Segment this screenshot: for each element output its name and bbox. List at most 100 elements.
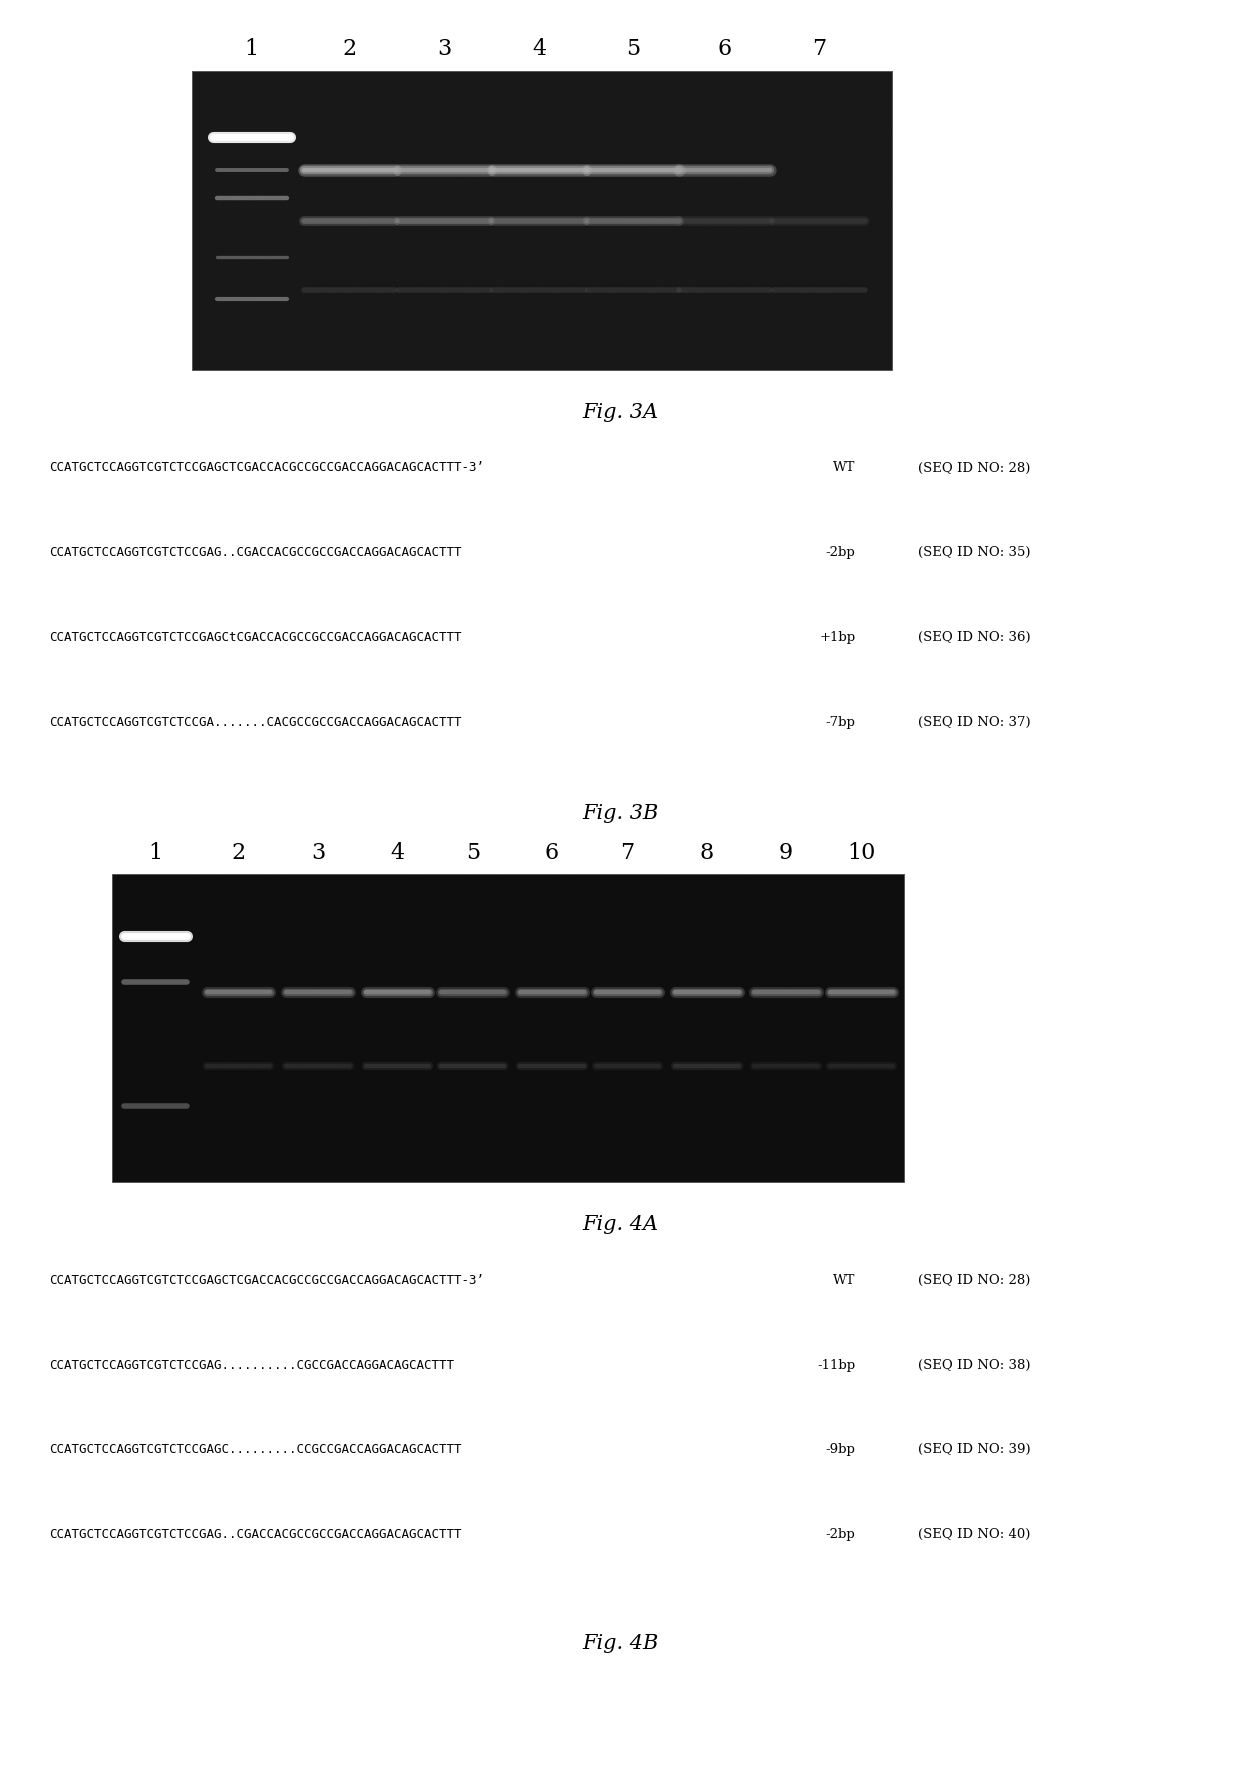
Point (222, 1155, 242, 1183)
Point (166, 895, 186, 924)
Point (857, 351, 877, 380)
Point (319, 1063, 339, 1091)
Point (541, 353, 560, 381)
Point (853, 1054, 873, 1083)
Point (384, 1024, 404, 1053)
Point (177, 1023, 197, 1051)
Point (734, 198, 754, 226)
Point (797, 871, 817, 899)
Point (420, 270, 440, 298)
Point (331, 1169, 351, 1197)
Point (391, 194, 410, 223)
Point (236, 1063, 255, 1091)
Point (246, 911, 265, 940)
Point (200, 231, 219, 260)
Point (542, 1132, 562, 1160)
Point (494, 1166, 513, 1194)
Point (461, 1132, 481, 1160)
Point (627, 938, 647, 966)
Point (405, 166, 425, 194)
Point (800, 872, 820, 901)
Point (430, 1079, 450, 1107)
Point (537, 957, 557, 985)
Point (665, 922, 684, 950)
Point (560, 864, 580, 892)
Point (280, 1095, 300, 1123)
Point (601, 240, 621, 268)
Point (249, 982, 269, 1010)
Point (605, 1081, 625, 1109)
Point (343, 1109, 363, 1137)
Point (698, 954, 718, 982)
Point (283, 982, 303, 1010)
Point (805, 1158, 825, 1187)
Point (451, 1139, 471, 1167)
Point (501, 962, 521, 991)
Point (418, 1155, 438, 1183)
Point (625, 134, 645, 162)
Point (448, 72, 467, 101)
Point (281, 1081, 301, 1109)
Point (403, 226, 423, 254)
Point (719, 284, 739, 313)
Point (112, 904, 131, 932)
Point (796, 69, 816, 97)
Point (838, 240, 858, 268)
Point (386, 78, 405, 106)
Point (823, 1158, 843, 1187)
Point (373, 189, 393, 217)
Point (326, 101, 346, 129)
Point (687, 279, 707, 307)
Point (439, 1125, 459, 1153)
Point (680, 138, 699, 166)
Point (774, 954, 794, 982)
Point (130, 1106, 150, 1134)
Point (184, 964, 203, 992)
Point (159, 904, 179, 932)
Point (306, 1045, 326, 1074)
Point (396, 1037, 415, 1065)
Point (131, 1030, 151, 1058)
Point (732, 929, 751, 957)
Point (564, 95, 584, 124)
Point (517, 143, 537, 171)
Point (413, 71, 433, 99)
Point (702, 64, 722, 92)
Point (821, 258, 841, 286)
Point (742, 281, 761, 309)
Point (351, 350, 371, 378)
Point (419, 111, 439, 140)
Point (459, 1054, 479, 1083)
Point (863, 71, 883, 99)
Point (653, 1014, 673, 1042)
Point (839, 117, 859, 145)
Point (603, 1056, 622, 1084)
Point (538, 159, 558, 187)
Point (239, 207, 259, 235)
Point (773, 1070, 792, 1098)
Point (151, 1005, 171, 1033)
Point (470, 1111, 490, 1139)
Point (605, 878, 625, 906)
Point (531, 1120, 551, 1148)
Point (496, 226, 516, 254)
Point (660, 1118, 680, 1146)
Point (187, 62, 207, 90)
Point (862, 908, 882, 936)
Point (352, 1116, 372, 1144)
Point (501, 108, 521, 136)
Point (875, 1077, 895, 1106)
Point (636, 1067, 656, 1095)
Point (371, 267, 391, 295)
Point (280, 1104, 300, 1132)
Point (605, 334, 625, 362)
Point (272, 256, 291, 284)
Point (821, 890, 841, 918)
Point (632, 966, 652, 994)
Point (109, 1037, 129, 1065)
Point (742, 201, 761, 230)
Point (102, 1049, 122, 1077)
Point (764, 192, 784, 221)
Point (880, 955, 900, 984)
Point (461, 1044, 481, 1072)
